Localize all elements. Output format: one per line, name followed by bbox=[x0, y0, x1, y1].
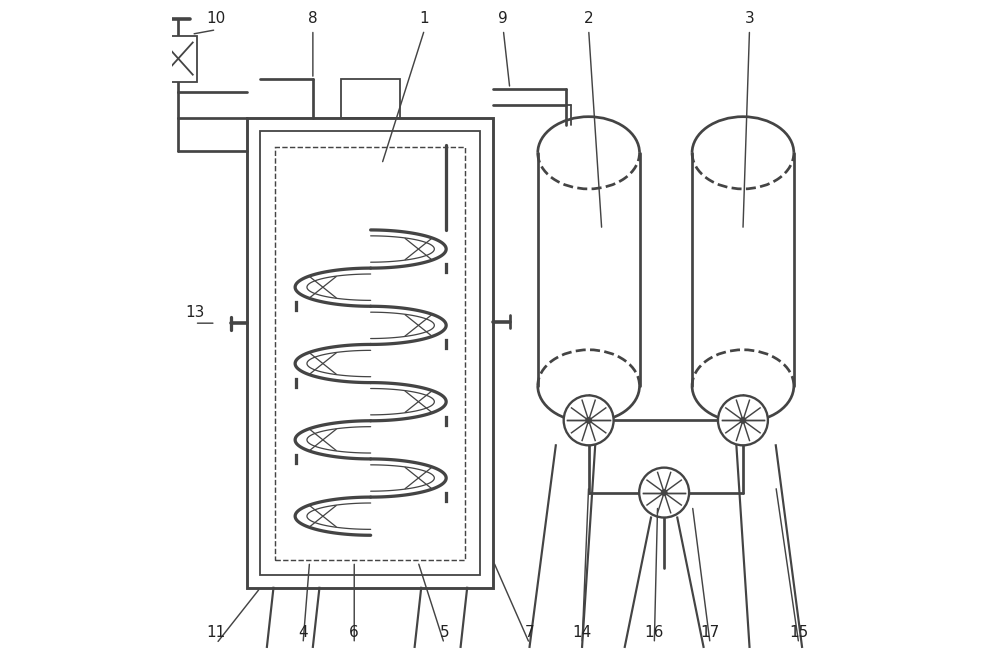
Bar bbox=[341, 79, 400, 119]
Bar bbox=[260, 131, 480, 575]
Text: 15: 15 bbox=[789, 625, 808, 641]
Text: 16: 16 bbox=[645, 625, 664, 641]
Text: 17: 17 bbox=[700, 625, 720, 641]
Text: 7: 7 bbox=[525, 625, 534, 641]
Text: 11: 11 bbox=[207, 625, 226, 641]
Bar bbox=[159, 36, 197, 82]
Text: 3: 3 bbox=[745, 11, 754, 26]
Circle shape bbox=[661, 490, 667, 496]
Text: 1: 1 bbox=[420, 11, 429, 26]
Text: 6: 6 bbox=[349, 625, 359, 641]
Text: 2: 2 bbox=[584, 11, 593, 26]
Circle shape bbox=[740, 417, 746, 423]
Circle shape bbox=[718, 395, 768, 446]
Bar bbox=[247, 119, 493, 588]
Text: 13: 13 bbox=[185, 305, 204, 320]
Text: 9: 9 bbox=[498, 11, 508, 26]
Text: 10: 10 bbox=[207, 11, 226, 26]
Circle shape bbox=[639, 468, 689, 517]
Bar bbox=[275, 147, 465, 559]
Circle shape bbox=[564, 395, 614, 446]
Text: 14: 14 bbox=[572, 625, 592, 641]
Text: 8: 8 bbox=[308, 11, 318, 26]
Text: 4: 4 bbox=[298, 625, 308, 641]
Circle shape bbox=[586, 417, 592, 423]
Text: 5: 5 bbox=[439, 625, 449, 641]
